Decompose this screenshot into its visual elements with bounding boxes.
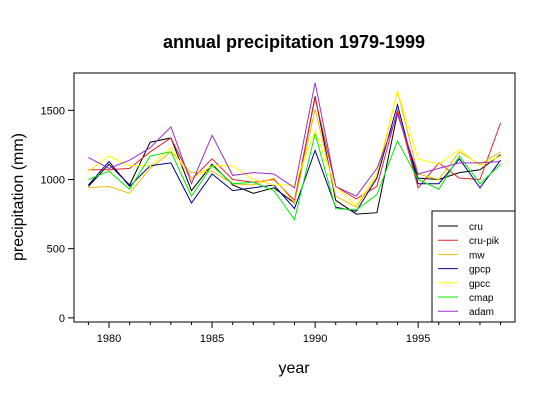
series-line-cmap	[88, 133, 501, 221]
series-line-gpcp	[88, 102, 502, 212]
legend-label-adam: adam	[469, 307, 494, 318]
y-axis-label: precipitation (mm)	[10, 133, 27, 261]
series-line-adam	[88, 82, 501, 197]
legend-label-gpcp: gpcp	[469, 265, 491, 276]
legend-label-gpcc: gpcc	[469, 279, 490, 290]
legend-label-mw: mw	[469, 250, 485, 261]
plot-area: 1980 1985 1990 1995 0 500 1000 1500 cru cru-pik mw…	[41, 72, 516, 345]
legend-label-cru: cru	[469, 222, 483, 233]
legend-label-cru-pik: cru-pik	[469, 236, 500, 247]
x-tick-label: 1985	[200, 333, 224, 345]
y-tick-label: 500	[47, 244, 65, 256]
x-tick-label: 1990	[303, 333, 327, 345]
y-tick-label: 0	[59, 313, 65, 325]
series-line-cru-pik	[88, 97, 502, 202]
legend-box	[431, 210, 516, 323]
series-line-cru	[88, 96, 501, 215]
y-tick-label: 1000	[41, 175, 65, 187]
y-tick-label: 1500	[41, 105, 65, 117]
legend-label-cmap: cmap	[469, 293, 494, 304]
x-tick-label: 1995	[406, 333, 430, 345]
x-tick-label: 1980	[97, 333, 121, 345]
series-line-mw	[88, 90, 501, 208]
chart-title: annual precipitation 1979-1999	[163, 32, 425, 52]
series-line-gpcc	[88, 89, 501, 207]
x-axis-label: year	[278, 360, 310, 377]
